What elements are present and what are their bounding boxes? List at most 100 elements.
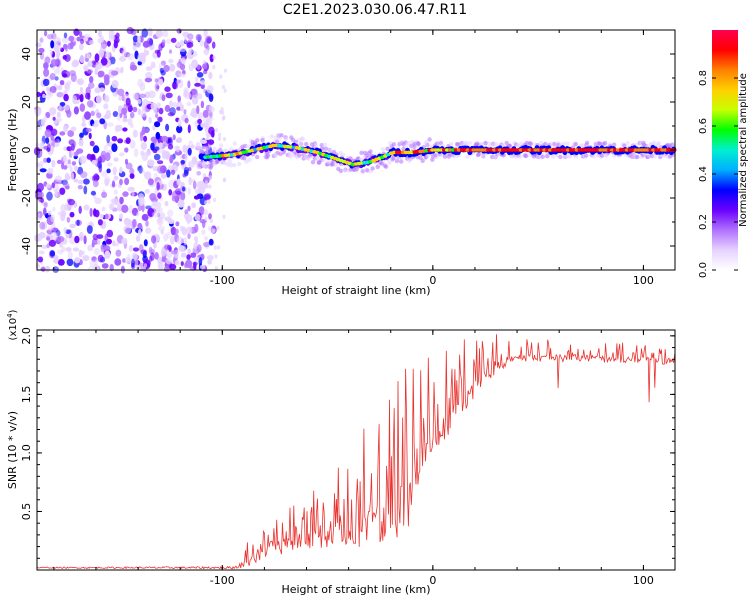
heatmap-cell [117,88,125,97]
heatmap-cell [157,192,162,199]
heatmap-cell [150,61,156,69]
heatmap-cell [126,27,134,35]
heatmap-cell [100,244,107,250]
heatmap-x-tick-label: 0 [429,274,436,287]
heatmap-cell [134,258,139,268]
heatmap-cell [327,148,332,153]
heatmap-cell [208,184,212,189]
heatmap-cell [144,188,150,194]
heatmap-cell [50,214,55,223]
heatmap-cell [187,147,192,156]
heatmap-cell [48,107,57,116]
heatmap-cell [138,197,145,206]
heatmap-cell [245,144,251,149]
heatmap-cell [370,166,375,171]
heatmap-cell [175,260,180,266]
heatmap-cell [167,112,175,117]
heatmap-cell [194,213,201,221]
heatmap-cell [54,68,58,75]
heatmap-cell [218,132,222,137]
heatmap-cell [79,55,85,64]
heatmap-x-ticks: -100 0 100 [53,30,654,287]
heatmap-cell [387,160,392,165]
heatmap-cell [37,182,44,192]
heatmap-cell [185,259,193,269]
heatmap-cell [89,76,94,84]
heatmap-cell [283,136,289,142]
heatmap-cell [88,221,94,227]
heatmap-cell [124,177,130,186]
heatmap-cell [201,229,206,236]
heatmap-cell [69,70,76,77]
heatmap-cell [110,56,116,65]
heatmap-cell [139,132,144,142]
heatmap-cell [204,236,208,241]
heatmap-cell [78,31,83,37]
heatmap-cell [71,161,77,166]
heatmap-cell [63,93,69,102]
heatmap-cell [340,152,346,158]
heatmap-cell [49,49,53,56]
heatmap-cell [138,228,142,237]
heatmap-cell [115,249,122,257]
heatmap-cell [99,213,104,219]
heatmap-cell [218,147,223,153]
heatmap-cell [212,55,216,60]
heatmap-cell [465,154,470,159]
heatmap-cell [120,69,124,74]
heatmap-cell [66,216,71,223]
heatmap-cell [78,231,84,241]
heatmap-cell [78,205,82,214]
heatmap-cell [203,241,210,248]
heatmap-cell [83,235,87,245]
heatmap-cell [208,213,212,220]
heatmap-cell [43,115,47,123]
heatmap-cell [85,128,92,132]
heatmap-cell [92,145,100,154]
heatmap-cell [193,262,197,270]
heatmap-cell [67,130,75,137]
heatmap-cell [203,209,208,216]
heatmap-cell [288,154,293,159]
heatmap-cell [96,112,102,119]
heatmap-cell [119,166,123,174]
heatmap-cell [79,43,84,51]
heatmap-cell [73,165,79,171]
heatmap-cell [561,141,567,146]
heatmap-cell [222,137,227,142]
heatmap-cell [194,256,200,261]
heatmap-cell [150,136,157,143]
heatmap-cell [97,30,102,38]
heatmap-cell [150,197,158,203]
heatmap-cell [177,95,181,103]
heatmap-cell [222,115,226,120]
heatmap-cell [140,141,147,151]
heatmap-cell [187,232,191,240]
heatmap-cell [195,34,202,41]
heatmap-cell [99,118,106,125]
heatmap-cell [97,238,101,246]
heatmap-cell [101,170,109,177]
heatmap-cell [170,226,177,236]
heatmap-cell [160,173,167,179]
heatmap-cell [44,129,52,138]
heatmap-cell [204,216,208,221]
heatmap-cell [165,92,173,99]
heatmap-cell [175,79,181,84]
heatmap-cell [52,207,56,212]
heatmap-cell [141,213,149,221]
heatmap-cell [79,155,87,164]
heatmap-cell [119,152,125,157]
heatmap-cell [584,153,589,158]
heatmap-cell [366,151,372,156]
heatmap-cell [129,64,138,71]
heatmap-cell [164,86,171,92]
heatmap-y-tick-label: -20 [20,189,33,207]
heatmap-cell [117,138,124,144]
heatmap-cell [171,81,179,90]
heatmap-cell [61,246,66,253]
heatmap-cell [66,80,72,85]
heatmap-cell [255,138,260,143]
colorbar-tick-label: 0.6 [698,118,709,134]
heatmap-cell [187,124,191,134]
